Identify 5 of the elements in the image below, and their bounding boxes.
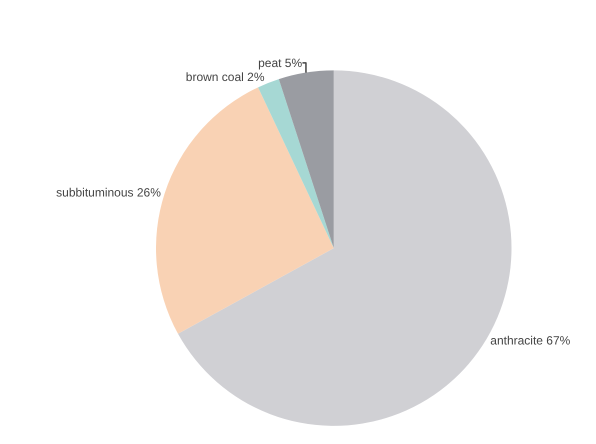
slice-label: peat 5%	[258, 56, 302, 70]
pie-slice	[278, 70, 334, 248]
slice-label: subbituminous 26%	[56, 186, 162, 200]
slice-label: brown coal 2%	[186, 70, 265, 84]
slice-label: anthracite 67%	[490, 333, 571, 348]
